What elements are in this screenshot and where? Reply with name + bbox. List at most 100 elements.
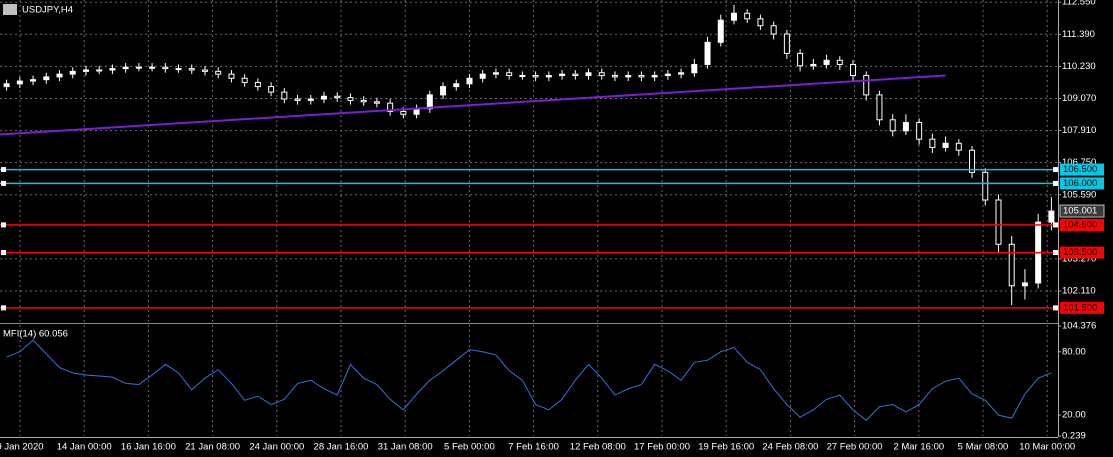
candle-body [836, 59, 843, 65]
candle-body [797, 52, 804, 67]
candle-body [453, 83, 460, 88]
x-tick-label: 14 Jan 00:00 [57, 442, 112, 453]
level-label-box [1060, 301, 1104, 314]
level-label-box [1060, 163, 1104, 176]
x-tick-label: 21 Jan 08:00 [185, 442, 240, 453]
level-handle [1053, 305, 1058, 311]
level-label: 101.500 [1063, 302, 1097, 313]
level-handle [1, 167, 6, 173]
candle-body [135, 66, 142, 69]
candle-body [56, 73, 63, 78]
candle-body [281, 91, 288, 100]
candle-body [585, 72, 592, 77]
candle-body [863, 75, 870, 96]
candle-body [82, 69, 89, 72]
candle-body [30, 79, 37, 82]
candle-body [1008, 243, 1015, 287]
candle-body [109, 68, 116, 71]
candle-body [744, 12, 751, 20]
candle-body [466, 77, 473, 85]
level-label: 103.500 [1063, 247, 1097, 258]
level-handle [1, 305, 6, 311]
candle-body [519, 75, 526, 78]
candle-body [532, 75, 539, 78]
y-tick-label: 110.230 [1062, 61, 1096, 72]
candle-body [294, 98, 301, 101]
candle-body [559, 73, 566, 77]
level-label: 106.000 [1063, 178, 1097, 189]
candle-body [347, 97, 354, 101]
candle-body [810, 63, 817, 67]
candle-body [651, 75, 658, 78]
candle-body [69, 70, 76, 75]
level-label-box [1060, 218, 1104, 231]
level-handle [1053, 250, 1058, 256]
y-tick-label: 104.376 [1062, 321, 1096, 332]
candle-body [188, 68, 195, 71]
candle-body [254, 81, 261, 88]
candle-body [889, 119, 896, 132]
candle-body [770, 25, 777, 35]
trendline [0, 74, 946, 136]
candle-body [162, 66, 169, 70]
level-handle [1053, 180, 1058, 186]
level-handle [1053, 222, 1058, 228]
candle-body [545, 75, 552, 78]
candle-body [995, 199, 1002, 245]
candle-body [175, 68, 182, 71]
y-tick-label: 105.590 [1062, 189, 1096, 200]
candle-body [149, 66, 156, 69]
level-handle [1, 180, 6, 186]
candle-body [3, 83, 10, 88]
candle-body [43, 76, 50, 81]
level-handle [1, 250, 6, 256]
x-tick-label: 10 Mar 00:00 [1019, 442, 1075, 453]
y-tick-label: 111.390 [1062, 29, 1095, 40]
candle-body [638, 75, 645, 78]
x-tick-label: 9 Jan 2020 [0, 442, 44, 453]
mfi-line [6, 339, 1052, 422]
level-label: 104.500 [1063, 219, 1097, 230]
level-label-box [1060, 246, 1104, 259]
level-handle [1, 222, 6, 228]
candle-body [492, 72, 499, 75]
indicator-title: MFI(14) 60.056 [3, 329, 68, 340]
candle-body [268, 86, 275, 93]
candle-body [969, 149, 976, 173]
candle-body [704, 41, 711, 65]
x-tick-label: 5 Mar 08:00 [958, 442, 1009, 453]
candle-body [506, 72, 513, 77]
chart-title: USDJPY,H4 [22, 5, 73, 16]
x-tick-label: 2 Mar 16:00 [893, 442, 944, 453]
candle-body [241, 77, 248, 83]
candle-body [400, 110, 407, 115]
x-tick-label: 16 Jan 16:00 [121, 442, 176, 453]
y-tick-label: 103.270 [1062, 253, 1096, 264]
candle-body [678, 72, 685, 75]
y-tick-label: 107.910 [1062, 125, 1096, 136]
candle-body [440, 86, 447, 96]
candle-body [373, 101, 380, 104]
candle-body [717, 19, 724, 43]
candle-body [307, 98, 314, 101]
x-tick-label: 28 Jan 16:00 [314, 442, 369, 453]
y-tick-label: 20.00 [1062, 410, 1086, 421]
current-price-label: 105.001 [1063, 206, 1097, 217]
y-tick-label: 102.110 [1062, 286, 1096, 297]
x-tick-label: 5 Feb 00:00 [444, 442, 495, 453]
candle-body [916, 122, 923, 140]
level-handle [1053, 167, 1058, 173]
y-tick-label: 0.239 [1062, 431, 1086, 442]
candle-body [955, 142, 962, 151]
x-tick-label: 19 Feb 16:00 [698, 442, 754, 453]
x-tick-label: 27 Feb 00:00 [827, 442, 883, 453]
candle-body [215, 70, 222, 75]
candle-body [783, 33, 790, 54]
level-label-box [1060, 177, 1104, 190]
current-price-box [1059, 204, 1105, 218]
candle-body [876, 94, 883, 121]
symbol-icon [3, 4, 17, 15]
candle-body [823, 59, 830, 65]
candle-body [1021, 282, 1028, 287]
candle-body [598, 72, 605, 77]
